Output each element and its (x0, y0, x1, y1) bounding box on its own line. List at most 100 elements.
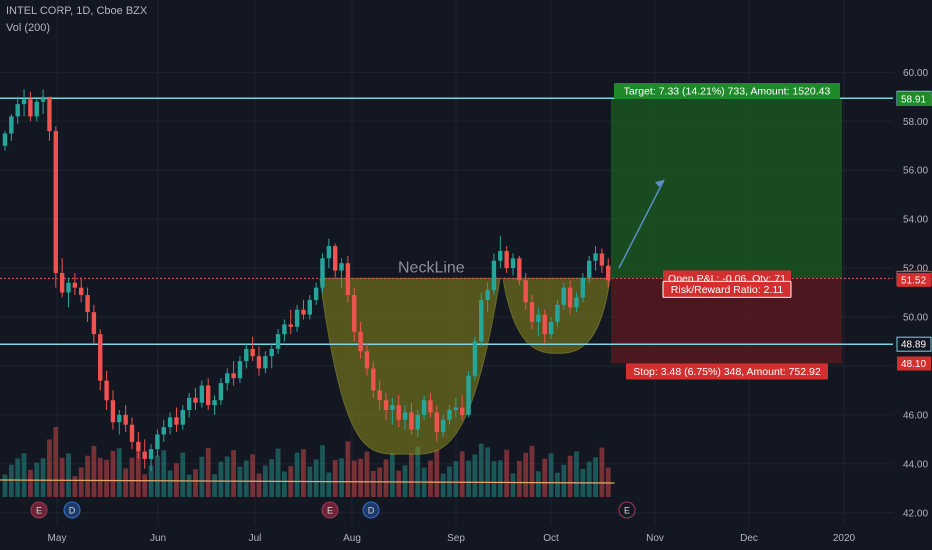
candle[interactable] (574, 297, 579, 308)
candle[interactable] (485, 290, 490, 300)
candle[interactable] (15, 104, 20, 117)
candle[interactable] (460, 407, 465, 415)
earnings-marker[interactable] (321, 501, 339, 519)
candle[interactable] (345, 263, 351, 296)
candle[interactable] (307, 299, 312, 315)
earnings-marker[interactable] (30, 501, 48, 519)
candle[interactable] (587, 260, 592, 278)
candle[interactable] (2, 133, 8, 146)
candle[interactable] (66, 282, 71, 293)
candle[interactable] (548, 321, 554, 335)
candle[interactable] (231, 373, 236, 379)
candle[interactable] (599, 253, 605, 266)
candle[interactable] (40, 96, 46, 102)
candle[interactable] (479, 299, 484, 342)
candle[interactable] (193, 397, 198, 403)
candle[interactable] (383, 400, 389, 411)
candle[interactable] (434, 412, 439, 433)
candle[interactable] (364, 351, 370, 369)
candle[interactable] (282, 324, 287, 335)
candle[interactable] (237, 361, 243, 379)
candle[interactable] (453, 407, 459, 411)
candle[interactable] (110, 400, 116, 423)
candle[interactable] (275, 334, 281, 349)
candle[interactable] (440, 419, 446, 433)
candle[interactable] (415, 414, 420, 430)
candle[interactable] (180, 410, 185, 425)
candle[interactable] (320, 258, 325, 288)
candle[interactable] (186, 397, 192, 411)
candle[interactable] (53, 131, 58, 273)
candle[interactable] (409, 412, 414, 430)
candle[interactable] (371, 368, 376, 391)
candle[interactable] (498, 250, 503, 261)
candle[interactable] (117, 414, 122, 423)
candle[interactable] (301, 309, 306, 315)
candle[interactable] (206, 385, 211, 406)
candle[interactable] (212, 400, 217, 406)
candle[interactable] (561, 287, 566, 305)
candle[interactable] (491, 260, 497, 291)
candle[interactable] (447, 410, 452, 420)
candle[interactable] (28, 99, 33, 117)
candle[interactable] (294, 309, 300, 327)
candle[interactable] (136, 441, 141, 452)
candle[interactable] (79, 287, 84, 296)
candle[interactable] (199, 385, 205, 403)
candle[interactable] (142, 451, 147, 459)
candle[interactable] (339, 263, 344, 271)
candle[interactable] (504, 250, 509, 269)
candle[interactable] (256, 356, 262, 369)
candle[interactable] (428, 400, 433, 413)
candle[interactable] (377, 390, 382, 401)
dividend-marker[interactable] (362, 501, 380, 519)
candle[interactable] (358, 331, 363, 352)
candle[interactable] (269, 348, 274, 357)
candle[interactable] (218, 383, 224, 401)
candle[interactable] (567, 287, 573, 308)
candle[interactable] (536, 314, 541, 322)
candle[interactable] (555, 304, 560, 322)
candle[interactable] (529, 302, 535, 322)
candle[interactable] (263, 356, 268, 369)
candle[interactable] (593, 253, 598, 261)
candle[interactable] (390, 405, 395, 411)
candle[interactable] (91, 312, 97, 335)
candle[interactable] (161, 427, 166, 435)
candle[interactable] (123, 414, 128, 425)
candle[interactable] (542, 314, 547, 335)
dividend-marker[interactable] (63, 501, 81, 519)
candle[interactable] (313, 287, 319, 300)
candle[interactable] (288, 324, 293, 327)
candle[interactable] (155, 434, 160, 450)
candle[interactable] (167, 417, 173, 428)
candle[interactable] (148, 449, 154, 459)
candle[interactable] (59, 272, 65, 293)
candle[interactable] (333, 246, 338, 271)
candle[interactable] (34, 101, 39, 117)
candle[interactable] (174, 417, 179, 425)
candle[interactable] (98, 334, 103, 381)
candle[interactable] (472, 341, 478, 376)
candle[interactable] (250, 348, 255, 357)
candle[interactable] (72, 282, 78, 288)
candle[interactable] (580, 277, 586, 298)
candle[interactable] (326, 246, 332, 259)
candle[interactable] (21, 99, 27, 105)
candle[interactable] (510, 258, 516, 269)
candle[interactable] (104, 380, 109, 401)
candle[interactable] (396, 405, 401, 420)
candle[interactable] (47, 96, 52, 132)
candle[interactable] (421, 400, 427, 415)
candle[interactable] (129, 424, 135, 442)
candle[interactable] (517, 258, 522, 281)
candle[interactable] (606, 265, 611, 281)
candle[interactable] (225, 373, 230, 384)
candle[interactable] (85, 295, 90, 313)
candle[interactable] (466, 375, 471, 415)
candle[interactable] (402, 412, 408, 420)
candle[interactable] (523, 280, 528, 303)
candle[interactable] (352, 295, 357, 332)
earnings-marker[interactable] (618, 501, 636, 519)
